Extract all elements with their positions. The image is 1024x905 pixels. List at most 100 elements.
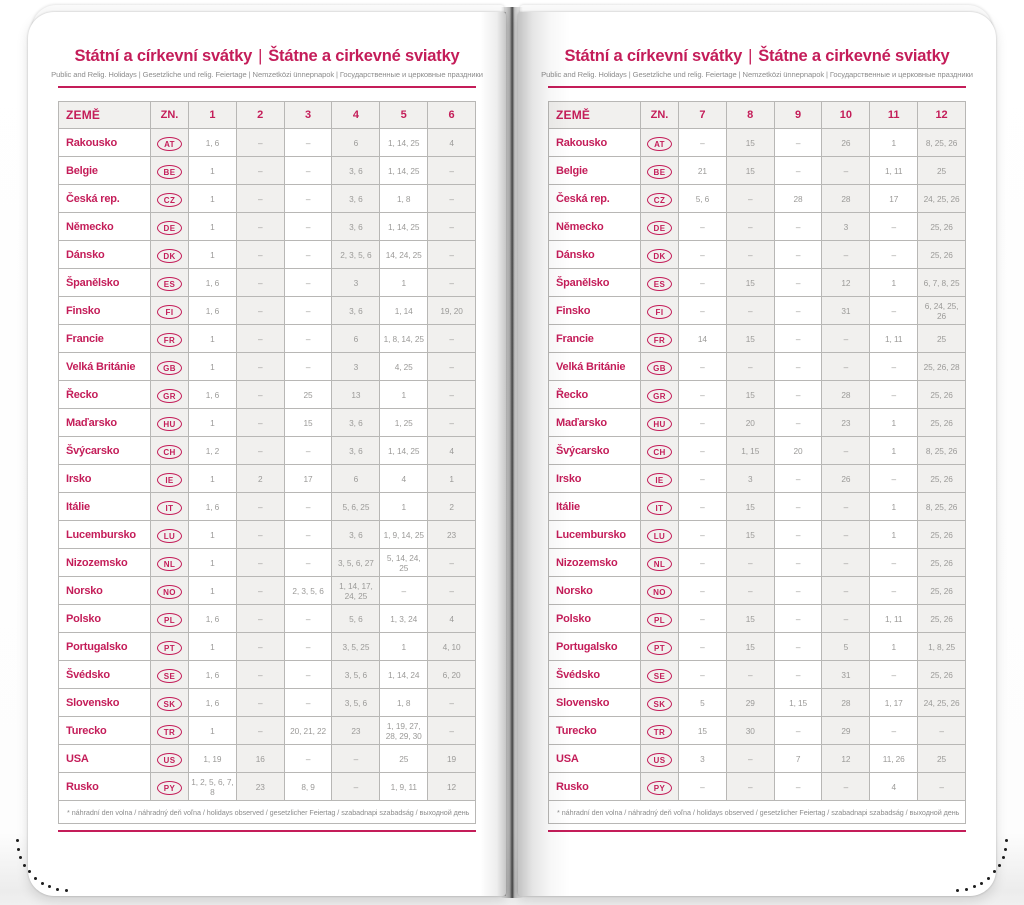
holiday-days-cell: 19 (427, 744, 476, 773)
country-code-cell: SE (150, 660, 189, 689)
holiday-days-cell: – (283, 632, 333, 661)
holiday-days-cell: 1, 2, 5, 6, 7, 8 (188, 772, 237, 801)
holiday-days-cell: 12 (821, 744, 871, 773)
holiday-days-cell: – (773, 380, 823, 409)
country-code-badge: BE (157, 165, 182, 179)
holiday-days-cell: – (283, 548, 333, 577)
country-name: Velká Británie (58, 352, 151, 381)
country-row: Nizozemsko NL – – – – –25, 26 (548, 548, 966, 577)
holiday-days-cell: 14 (678, 324, 727, 353)
holiday-days-cell: 6, 7, 8, 25 (917, 268, 966, 297)
country-code-cell: GB (150, 352, 189, 381)
holiday-days-cell: 3 (331, 268, 381, 297)
holiday-days-cell: – (427, 380, 476, 409)
country-name: Slovensko (548, 688, 641, 717)
bottom-rule-left (58, 830, 476, 832)
holiday-days-cell: 3 (821, 212, 871, 241)
country-row: Česká rep. CZ 1– –3, 6 1, 8– (58, 184, 476, 213)
holiday-days-cell: 5 (678, 688, 727, 717)
country-row: Dánsko DK 1– –2, 3, 5, 6 14, 24, 25– (58, 240, 476, 269)
country-row: Finsko FI 1, 6– –3, 6 1, 14 19, 20 (58, 296, 476, 325)
holiday-days-cell: – (725, 212, 775, 241)
holiday-days-cell: 23 (427, 520, 476, 549)
country-code-badge: GB (647, 361, 672, 375)
country-name: Švýcarsko (58, 436, 151, 465)
page-right: Státní a církevní svátky | Štátne a cirkev… (518, 12, 996, 896)
country-code-badge: CH (157, 445, 182, 459)
holiday-days-cell: – (821, 324, 871, 353)
holiday-days-cell: – (773, 576, 823, 605)
holiday-days-cell: – (773, 632, 823, 661)
holiday-days-cell: 5, 6 (678, 184, 727, 213)
country-row: USA US 3–7 12 11, 26 25 (548, 744, 966, 773)
holiday-days-cell: – (917, 772, 966, 801)
holiday-days-cell: 1 (188, 632, 237, 661)
country-code-cell: TR (150, 716, 189, 745)
holiday-days-cell: 1, 8, 14, 25 (379, 324, 429, 353)
holiday-days-cell: – (235, 268, 285, 297)
holiday-days-cell: 7 (773, 744, 823, 773)
holiday-days-cell: – (869, 716, 919, 745)
country-code-cell: GR (640, 380, 679, 409)
holiday-days-cell: – (725, 184, 775, 213)
country-code-cell: PL (150, 604, 189, 633)
stitch-dot (1004, 847, 1008, 851)
country-row: Švýcarsko CH –1, 15 20–1 8, 25, 26 (548, 436, 966, 465)
holiday-days-cell: 1 (188, 464, 237, 493)
country-name: Maďarsko (548, 408, 641, 437)
holiday-days-cell: – (678, 548, 727, 577)
holiday-days-cell: 25, 26 (917, 520, 966, 549)
country-name: Německo (548, 212, 641, 241)
holiday-days-cell: 3, 5, 6 (331, 688, 381, 717)
holiday-days-cell: 23 (821, 408, 871, 437)
holiday-days-cell: 3, 6 (331, 408, 381, 437)
country-code-badge: LU (647, 529, 672, 543)
country-code-cell: NL (640, 548, 679, 577)
holiday-days-cell: – (427, 548, 476, 577)
country-row: Německo DE – – –3–25, 26 (548, 212, 966, 241)
country-row: Rusko PY 1, 2, 5, 6, 7, 8 23 8, 9–1, 9, 11 12 (58, 772, 476, 801)
holiday-days-cell: 4 (379, 464, 429, 493)
holiday-days-cell: 2, 3, 5, 6 (283, 576, 333, 605)
holiday-days-cell: 16 (235, 744, 285, 773)
holiday-days-cell: 25, 26 (917, 576, 966, 605)
holiday-days-cell: 15 (725, 128, 775, 157)
month-header: 10 (821, 101, 871, 129)
country-name: Řecko (548, 380, 641, 409)
holiday-days-cell: 28 (821, 380, 871, 409)
holiday-days-cell: – (283, 324, 333, 353)
country-row: Řecko GR –15–28–25, 26 (548, 380, 966, 409)
holiday-days-cell: 5 (821, 632, 871, 661)
holiday-days-cell: – (773, 548, 823, 577)
holiday-days-cell: – (235, 548, 285, 577)
country-header: ZEMĚ (58, 101, 151, 129)
holiday-days-cell: 6 (331, 324, 381, 353)
country-code-badge: CZ (647, 193, 672, 207)
code-header: ZN. (640, 101, 679, 129)
country-code-cell: IE (150, 464, 189, 493)
country-row: Velká Británie GB – – – – –25, 26, 28 (548, 352, 966, 381)
country-row: Itálie IT –15– –1 8, 25, 26 (548, 492, 966, 521)
country-name: Česká rep. (548, 184, 641, 213)
holiday-days-cell: 3, 5, 6, 27 (331, 548, 381, 577)
holiday-days-cell: 5, 14, 24, 25 (379, 548, 429, 577)
holiday-days-cell: 1 (188, 324, 237, 353)
holiday-days-cell: – (773, 268, 823, 297)
holiday-days-cell: – (678, 212, 727, 241)
country-name: Španělsko (548, 268, 641, 297)
country-code-badge: PT (647, 641, 672, 655)
holiday-days-cell: 2 (235, 464, 285, 493)
country-code-badge: FR (647, 333, 672, 347)
country-code-cell: PT (150, 632, 189, 661)
holiday-days-cell: 25, 26 (917, 212, 966, 241)
holiday-days-cell: – (235, 632, 285, 661)
holiday-days-cell: 25 (283, 380, 333, 409)
country-row: Polsko PL 1, 6– –5, 6 1, 3, 24 4 (58, 604, 476, 633)
holiday-days-cell: 1 (188, 352, 237, 381)
holiday-days-cell: – (725, 576, 775, 605)
country-name: Švýcarsko (548, 436, 641, 465)
country-name: Irsko (548, 464, 641, 493)
holiday-days-cell: 29 (725, 688, 775, 717)
holiday-days-cell: 1, 19, 27, 28, 29, 30 (379, 716, 429, 745)
country-code-badge: PL (647, 613, 672, 627)
